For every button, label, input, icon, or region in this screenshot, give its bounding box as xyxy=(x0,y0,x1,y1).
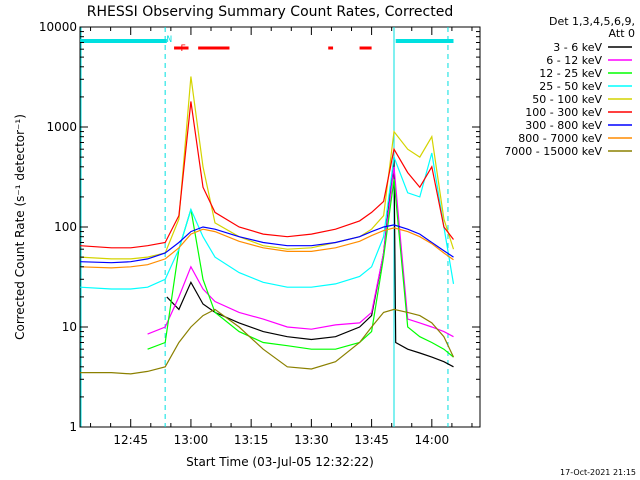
series-line-300-800-kev xyxy=(80,224,454,264)
y-tick-label: 10000 xyxy=(39,20,77,34)
series-layer xyxy=(80,76,455,375)
series-line-6-12-kev xyxy=(147,166,454,338)
flag-label-f: F xyxy=(180,44,185,54)
series-line-12-25-kev xyxy=(147,179,454,358)
y-axis-label: Corrected Count Rate (s⁻¹ detector⁻¹) xyxy=(13,114,27,340)
series-line-25-50-kev xyxy=(80,152,455,290)
legend-label-6-12-kev: 6 - 12 keV xyxy=(546,54,602,67)
series-line-100-300-kev xyxy=(80,101,454,249)
legend-label-3-6-kev: 3 - 6 keV xyxy=(553,41,602,54)
legend-label-7000-15000-kev: 7000 - 15000 keV xyxy=(504,145,602,158)
x-tick-label: 12:45 xyxy=(113,433,148,447)
timestamp: 17-Oct-2021 21:15 xyxy=(560,468,636,477)
y-tick-label: 100 xyxy=(54,220,77,234)
x-tick-label: 13:30 xyxy=(294,433,329,447)
annotation-layer: FN xyxy=(80,27,454,427)
y-tick-label: 10 xyxy=(62,320,77,334)
y-tick-label: 1 xyxy=(69,420,77,434)
legend-label-800-7000-kev: 800 - 7000 keV xyxy=(518,132,602,145)
x-axis-label: Start Time (03-Jul-05 12:32:22) xyxy=(186,455,374,469)
legend-label-12-25-kev: 12 - 25 keV xyxy=(539,67,602,80)
plot-area xyxy=(79,26,481,428)
flag-label-n: N xyxy=(167,35,172,45)
legend-label-50-100-kev: 50 - 100 keV xyxy=(532,93,602,106)
legend-label-100-300-kev: 100 - 300 keV xyxy=(525,106,602,119)
plot-frame xyxy=(79,26,481,428)
x-tick-label: 13:00 xyxy=(174,433,209,447)
axes-layer: 1 10 100 1000 10000 12:45 13:00 13:15 13:30 13:45… xyxy=(39,20,480,447)
chart-title: RHESSI Observing Summary Count Rates, Co… xyxy=(87,4,453,20)
legend-header-line: Att 0 xyxy=(609,27,635,40)
legend-label-25-50-kev: 25 - 50 keV xyxy=(539,80,602,93)
x-tick-label: 13:15 xyxy=(234,433,269,447)
legend-header-line: Det 1,3,4,5,6,9, xyxy=(549,15,635,28)
series-line-3-6-kev xyxy=(166,157,454,368)
series-line-800-7000-kev xyxy=(80,227,454,269)
legend-label-300-800-kev: 300 - 800 keV xyxy=(525,119,602,132)
y-tick-label: 1000 xyxy=(46,120,77,134)
x-tick-label: 14:00 xyxy=(415,433,450,447)
series-line-7000-15000-kev xyxy=(80,308,455,375)
x-tick-label: 13:45 xyxy=(354,433,389,447)
